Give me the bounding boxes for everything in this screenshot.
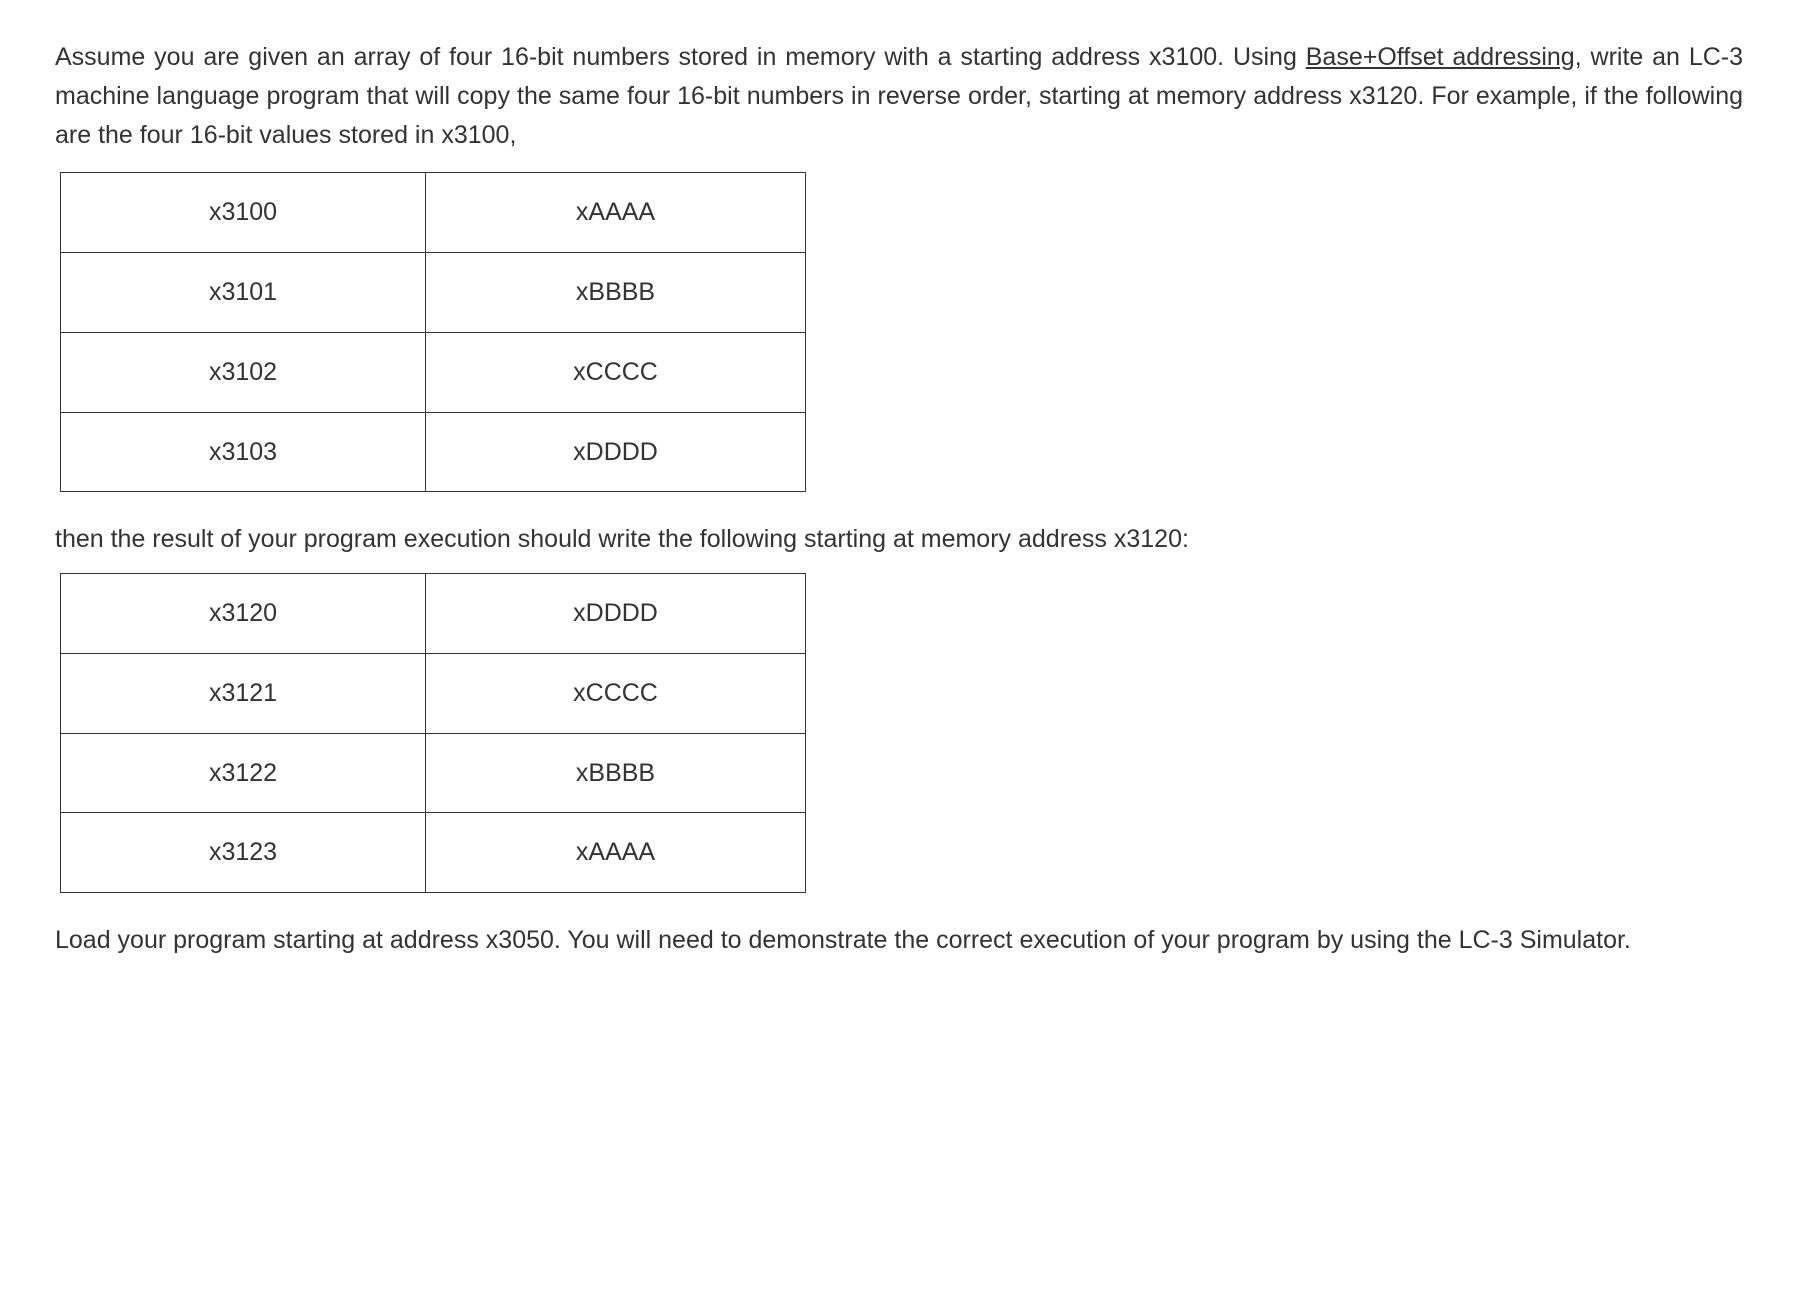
source-memory-table: x3100 xAAAA x3101 xBBBB x3102 xCCCC x310… (60, 172, 806, 492)
table-row: x3103 xDDDD (61, 412, 806, 492)
value-cell: xDDDD (426, 574, 806, 654)
intro-text-before: Assume you are given an array of four 16… (55, 43, 1306, 71)
address-cell: x3103 (61, 412, 426, 492)
table-row: x3100 xAAAA (61, 173, 806, 253)
address-cell: x3121 (61, 653, 426, 733)
table-row: x3102 xCCCC (61, 332, 806, 412)
table-row: x3101 xBBBB (61, 253, 806, 333)
value-cell: xCCCC (426, 653, 806, 733)
table-row: x3123 xAAAA (61, 813, 806, 893)
value-cell: xAAAA (426, 813, 806, 893)
intro-paragraph: Assume you are given an array of four 16… (55, 38, 1743, 154)
table-row: x3121 xCCCC (61, 653, 806, 733)
address-cell: x3123 (61, 813, 426, 893)
address-cell: x3100 (61, 173, 426, 253)
table-row: x3120 xDDDD (61, 574, 806, 654)
value-cell: xBBBB (426, 733, 806, 813)
end-paragraph: Load your program starting at address x3… (55, 921, 1743, 960)
value-cell: xBBBB (426, 253, 806, 333)
middle-paragraph: then the result of your program executio… (55, 520, 1743, 559)
intro-underline: Base+Offset addressing (1306, 43, 1575, 71)
value-cell: xCCCC (426, 332, 806, 412)
value-cell: xAAAA (426, 173, 806, 253)
destination-memory-table: x3120 xDDDD x3121 xCCCC x3122 xBBBB x312… (60, 573, 806, 893)
address-cell: x3102 (61, 332, 426, 412)
address-cell: x3122 (61, 733, 426, 813)
address-cell: x3101 (61, 253, 426, 333)
address-cell: x3120 (61, 574, 426, 654)
table-row: x3122 xBBBB (61, 733, 806, 813)
value-cell: xDDDD (426, 412, 806, 492)
